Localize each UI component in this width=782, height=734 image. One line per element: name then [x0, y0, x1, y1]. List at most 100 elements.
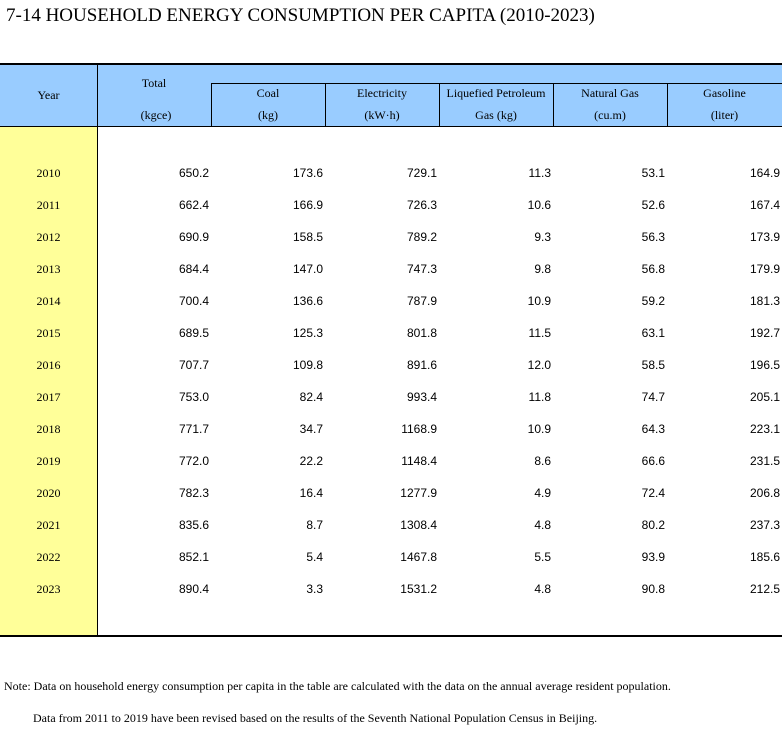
year-cell: 2016 — [36, 358, 61, 372]
year-column-divider — [97, 65, 98, 635]
total-cell: 753.0 — [178, 390, 209, 404]
year-cell: 2021 — [36, 518, 61, 532]
total-cell: 772.0 — [178, 454, 209, 468]
year-cell: 2013 — [36, 262, 61, 276]
electricity-cell: 729.1 — [406, 166, 437, 180]
lpg-cell: 12.0 — [527, 358, 551, 372]
gasoline-cell: 237.3 — [749, 518, 780, 532]
year-cell: 2022 — [36, 550, 61, 564]
header-divider-coal — [325, 83, 326, 126]
table-bottom-rule — [0, 635, 782, 637]
header-electricity: Electricity — [357, 86, 407, 100]
gasoline-cell: 196.5 — [749, 358, 780, 372]
electricity-cell: 1531.2 — [400, 582, 437, 596]
year-cell: 2018 — [36, 422, 61, 436]
lpg-cell: 9.3 — [534, 230, 551, 244]
lpg-cell: 11.3 — [528, 166, 551, 180]
year-cell: 2020 — [36, 486, 61, 500]
gasoline-cell: 164.9 — [749, 166, 780, 180]
energy-table: Year Total (kgce) Coal (kg) Electricity … — [0, 63, 782, 637]
header-natural-gas-unit: (cu.m) — [594, 108, 626, 122]
coal-cell: 22.2 — [299, 454, 323, 468]
electricity-cell: 993.4 — [406, 390, 437, 404]
coal-cell: 3.3 — [306, 582, 323, 596]
gasoline-cell: 181.3 — [749, 294, 780, 308]
table-top-rule — [0, 63, 782, 65]
electricity-cell: 747.3 — [406, 262, 437, 276]
gasoline-cell: 185.6 — [749, 550, 780, 564]
header-lpg-line2: Gas (kg) — [475, 108, 517, 122]
lpg-cell: 10.9 — [527, 422, 551, 436]
natural-gas-cell: 58.5 — [641, 358, 665, 372]
total-cell: 890.4 — [178, 582, 209, 596]
year-cell: 2015 — [36, 326, 61, 340]
year-column-background — [0, 127, 97, 635]
electricity-cell: 1277.9 — [400, 486, 437, 500]
header-divider-natural-gas — [667, 83, 668, 126]
year-cell: 2017 — [36, 390, 61, 404]
coal-cell: 8.7 — [306, 518, 323, 532]
gasoline-cell: 167.4 — [749, 198, 780, 212]
header-total-unit: (kgce) — [140, 108, 172, 122]
total-cell: 771.7 — [178, 422, 209, 436]
coal-cell: 173.6 — [292, 166, 323, 180]
electricity-cell: 726.3 — [406, 198, 437, 212]
electricity-cell: 1467.8 — [400, 550, 437, 564]
year-cell: 2023 — [36, 582, 61, 596]
lpg-cell: 11.8 — [528, 390, 551, 404]
lpg-cell: 4.8 — [534, 518, 551, 532]
coal-cell: 16.4 — [299, 486, 323, 500]
lpg-cell: 4.8 — [534, 582, 551, 596]
natural-gas-cell: 66.6 — [641, 454, 665, 468]
natural-gas-cell: 80.2 — [641, 518, 665, 532]
total-cell: 707.7 — [178, 358, 209, 372]
header-lpg-line1: Liquefied Petroleum — [446, 86, 546, 100]
total-cell: 689.5 — [178, 326, 209, 340]
note-line-2: Data from 2011 to 2019 have been revised… — [33, 711, 598, 725]
gasoline-cell: 212.5 — [749, 582, 780, 596]
gasoline-cell: 223.1 — [749, 422, 780, 436]
coal-cell: 166.9 — [292, 198, 323, 212]
coal-cell: 109.8 — [292, 358, 323, 372]
gasoline-cell: 206.8 — [749, 486, 780, 500]
lpg-cell: 10.6 — [527, 198, 551, 212]
table-header-rule — [0, 126, 782, 127]
table-header-background — [0, 65, 782, 126]
coal-cell: 5.4 — [306, 550, 323, 564]
page-title: 7-14 HOUSEHOLD ENERGY CONSUMPTION PER CA… — [6, 5, 595, 26]
header-total: Total — [141, 76, 167, 90]
header-divider-total — [211, 83, 212, 126]
total-cell: 690.9 — [178, 230, 209, 244]
electricity-cell: 891.6 — [406, 358, 437, 372]
header-divider-lpg — [553, 83, 554, 126]
header-coal-unit: (kg) — [258, 108, 278, 122]
natural-gas-cell: 56.8 — [641, 262, 665, 276]
lpg-cell: 11.5 — [528, 326, 551, 340]
coal-cell: 125.3 — [292, 326, 323, 340]
lpg-cell: 4.9 — [534, 486, 551, 500]
electricity-cell: 801.8 — [406, 326, 437, 340]
coal-cell: 34.7 — [299, 422, 323, 436]
gasoline-cell: 173.9 — [749, 230, 780, 244]
natural-gas-cell: 52.6 — [641, 198, 665, 212]
total-cell: 782.3 — [178, 486, 209, 500]
natural-gas-cell: 74.7 — [641, 390, 665, 404]
header-gasoline: Gasoline — [703, 86, 746, 100]
gasoline-cell: 205.1 — [749, 390, 780, 404]
lpg-cell: 9.8 — [534, 262, 551, 276]
natural-gas-cell: 90.8 — [641, 582, 665, 596]
total-cell: 835.6 — [178, 518, 209, 532]
header-year: Year — [37, 88, 60, 102]
year-cell: 2012 — [36, 230, 61, 244]
coal-cell: 136.6 — [292, 294, 323, 308]
electricity-cell: 1168.9 — [401, 422, 437, 436]
header-coal: Coal — [256, 86, 280, 100]
natural-gas-cell: 59.2 — [641, 294, 665, 308]
total-cell: 662.4 — [178, 198, 209, 212]
total-cell: 650.2 — [178, 166, 209, 180]
electricity-cell: 787.9 — [406, 294, 437, 308]
year-cell: 2010 — [36, 166, 61, 180]
header-divider-electricity — [439, 83, 440, 126]
lpg-cell: 5.5 — [534, 550, 551, 564]
coal-cell: 158.5 — [292, 230, 323, 244]
